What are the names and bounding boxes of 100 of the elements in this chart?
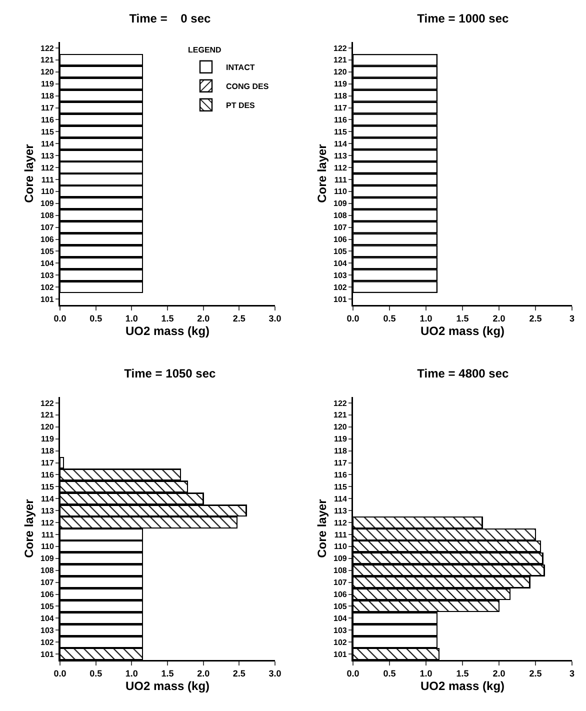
y-tick-label: 103: [334, 270, 348, 280]
y-tick-label: 114: [40, 139, 54, 148]
y-tick-label: 104: [40, 614, 54, 623]
y-tick-label: 118: [40, 92, 54, 101]
y-tick-label: 102: [334, 638, 348, 647]
chart-title: Time = 4800 sec: [417, 366, 510, 381]
y-tick-label: 110: [40, 542, 54, 552]
y-tick-label: 109: [334, 199, 348, 208]
y-tick-label: 117: [40, 104, 54, 113]
y-tick-label: 103: [40, 626, 54, 635]
x-tick-label: 3: [569, 668, 575, 678]
x-tick-label: 2.5: [529, 313, 542, 324]
y-tick-label: 120: [40, 68, 54, 77]
y-tick-label: 101: [334, 650, 348, 659]
x-tick-label: 0.5: [90, 668, 102, 678]
y-tick-label: 109: [40, 199, 54, 208]
y-tick-label: 102: [40, 638, 54, 647]
y-tick-label: 114: [40, 494, 54, 504]
y-tick-label: 121: [334, 56, 348, 65]
y-tick-label: 117: [334, 458, 348, 468]
y-tick-label: 107: [334, 578, 348, 588]
x-tick-label: 2.5: [529, 668, 542, 678]
y-tick-label: 117: [40, 458, 54, 468]
y-tick-label: 111: [41, 175, 54, 184]
y-tick-label: 105: [334, 602, 348, 611]
x-tick-label: 1.5: [161, 313, 174, 324]
y-tick-label: 106: [40, 590, 54, 600]
y-tick-label: 116: [334, 116, 348, 124]
y-tick-label: 122: [40, 398, 54, 408]
y-tick-label: 101: [40, 294, 54, 304]
x-tick-label: 0.0: [346, 313, 360, 324]
y-tick-label: 113: [40, 151, 54, 160]
y-tick-label: 106: [334, 235, 348, 244]
y-tick-label: 122: [334, 44, 348, 53]
x-tick-label: 1.0: [125, 313, 138, 324]
y-tick-label: 110: [40, 187, 54, 196]
y-tick-label: 104: [40, 258, 54, 268]
y-tick-label: 112: [334, 518, 348, 528]
y-tick-label: 122: [40, 44, 54, 53]
y-tick-label: 111: [334, 175, 348, 184]
y-tick-label: 102: [334, 282, 348, 292]
y-tick-label: 116: [40, 470, 54, 480]
x-tick-label: 2.0: [492, 313, 506, 324]
y-tick-label: 111: [334, 530, 348, 540]
chart-title: Time = 1050 sec: [124, 366, 216, 381]
x-tick-label: 2.0: [197, 668, 210, 678]
y-tick-label: 114: [334, 139, 348, 148]
y-tick-label: 109: [40, 554, 54, 564]
y-tick-label: 106: [40, 235, 54, 244]
y-tick-label: 118: [334, 446, 348, 456]
y-tick-label: 105: [40, 602, 54, 611]
y-tick-label: 113: [334, 506, 348, 516]
y-tick-label: 121: [40, 410, 54, 420]
y-tick-label: 119: [40, 434, 54, 444]
x-axis-title: UO2 mass (kg): [420, 678, 505, 693]
y-tick-label: 114: [334, 494, 348, 504]
x-tick-label: 0.0: [54, 313, 66, 324]
x-tick-label: 0.0: [346, 668, 360, 678]
y-tick-label: 108: [334, 566, 348, 576]
y-tick-label: 106: [334, 590, 348, 600]
x-tick-label: 1.0: [420, 313, 432, 324]
y-tick-label: 107: [334, 223, 348, 232]
y-tick-label: 113: [334, 151, 348, 160]
y-tick-label: 102: [40, 282, 54, 292]
y-tick-label: 120: [334, 422, 348, 432]
x-tick-label: 0.0: [54, 668, 66, 678]
x-tick-label: 3: [569, 313, 575, 324]
x-tick-label: 1.0: [420, 668, 432, 678]
y-tick-label: 107: [40, 223, 54, 232]
x-tick-label: 1.5: [161, 668, 174, 678]
x-tick-label: 1.5: [456, 313, 469, 324]
y-axis-title: Core layer: [315, 144, 330, 203]
y-tick-label: 104: [334, 614, 348, 623]
legend-label: PT DES: [226, 101, 256, 110]
y-tick-label: 120: [334, 68, 348, 77]
legend-label: CONG DES: [226, 82, 270, 92]
y-axis-title: Core layer: [22, 144, 36, 203]
legend-label: INTACT: [226, 63, 255, 72]
y-axis-title: Core layer: [22, 498, 36, 558]
y-tick-label: 105: [40, 247, 54, 256]
chart-title: Time = 1000 sec: [417, 12, 510, 26]
x-axis-title: UO2 mass (kg): [125, 678, 210, 693]
y-axis-title: Core layer: [315, 498, 330, 558]
y-tick-label: 116: [40, 116, 54, 124]
legend-title: LEGEND: [188, 45, 222, 54]
y-tick-label: 112: [40, 163, 54, 172]
y-tick-label: 104: [334, 258, 348, 268]
y-tick-label: 107: [40, 578, 54, 588]
x-tick-label: 2.0: [197, 313, 210, 324]
chart-title: Time = 0 sec: [129, 12, 212, 26]
y-tick-label: 103: [40, 270, 54, 280]
x-tick-label: 2.5: [232, 313, 246, 324]
y-tick-label: 103: [334, 626, 348, 635]
y-tick-label: 115: [334, 482, 348, 492]
y-tick-label: 105: [334, 247, 348, 256]
y-tick-label: 101: [40, 650, 54, 659]
y-tick-label: 110: [334, 187, 348, 196]
y-tick-label: 108: [40, 211, 54, 220]
y-tick-label: 113: [40, 506, 54, 516]
y-tick-label: 119: [334, 434, 348, 444]
